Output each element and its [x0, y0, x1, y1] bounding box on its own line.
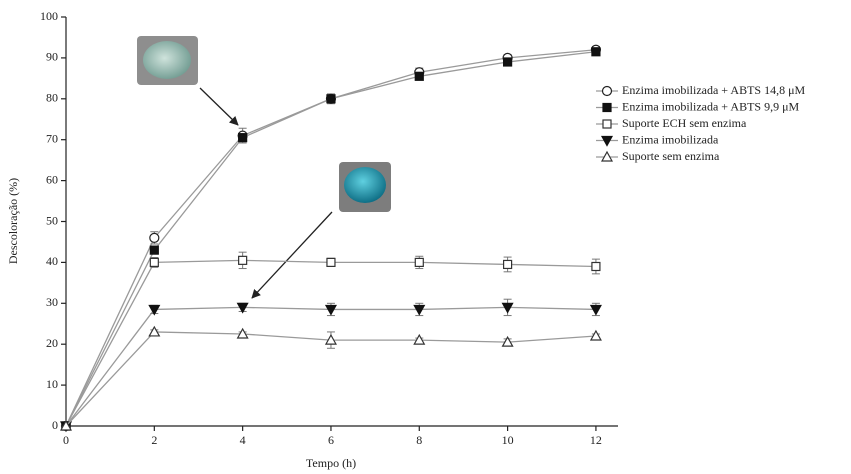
- x-tick-label: 8: [416, 433, 422, 447]
- arrow: [252, 212, 332, 298]
- series: [61, 327, 601, 430]
- y-tick-label: 10: [46, 377, 58, 391]
- x-tick-label: 2: [151, 433, 157, 447]
- marker: [603, 104, 611, 112]
- series-line: [66, 52, 596, 426]
- y-tick-label: 50: [46, 213, 58, 227]
- y-tick-label: 0: [52, 418, 58, 432]
- y-tick-label: 40: [46, 254, 58, 268]
- arrow: [200, 88, 238, 125]
- y-tick-label: 20: [46, 336, 58, 350]
- series-line: [66, 307, 596, 426]
- marker: [504, 260, 512, 268]
- series-line: [66, 50, 596, 426]
- marker: [239, 256, 247, 264]
- y-axis-label: Descoloração (%): [6, 178, 20, 264]
- y-tick-label: 70: [46, 131, 58, 145]
- y-tick-label: 100: [40, 9, 58, 23]
- marker: [150, 233, 159, 242]
- legend-label: Enzima imobilizada: [622, 132, 719, 146]
- y-tick-label: 90: [46, 50, 58, 64]
- legend-label: Suporte sem enzima: [622, 149, 720, 163]
- series: [61, 299, 601, 431]
- marker: [327, 258, 335, 266]
- chart: Tempo (h) Descoloração (%) 0102030405060…: [0, 0, 851, 474]
- legend-label: Enzima imobilizada + ABTS 14,8 μM: [622, 83, 806, 97]
- x-axis-label: Tempo (h): [306, 456, 356, 470]
- marker: [592, 262, 600, 270]
- marker: [415, 72, 423, 80]
- marker: [592, 48, 600, 56]
- marker: [239, 134, 247, 142]
- x-tick-label: 6: [328, 433, 334, 447]
- marker: [150, 246, 158, 254]
- marker: [415, 258, 423, 266]
- legend-label: Enzima imobilizada + ABTS 9,9 μM: [622, 99, 800, 113]
- legend: Enzima imobilizada + ABTS 14,8 μM Enzima …: [596, 83, 806, 163]
- x-tick-label: 10: [502, 433, 514, 447]
- marker: [150, 258, 158, 266]
- series: [62, 48, 600, 430]
- photo-1: [137, 36, 198, 85]
- x-tick-label: 4: [240, 433, 246, 447]
- y-tick-label: 80: [46, 91, 58, 105]
- photo-2: [339, 162, 391, 212]
- marker: [603, 120, 611, 128]
- marker: [504, 58, 512, 66]
- marker: [603, 87, 612, 96]
- y-tick-label: 60: [46, 172, 58, 186]
- legend-label: Suporte ECH sem enzima: [622, 116, 747, 130]
- marker: [591, 331, 601, 340]
- x-tick-label: 12: [590, 433, 602, 447]
- y-tick-label: 30: [46, 295, 58, 309]
- x-tick-label: 0: [63, 433, 69, 447]
- marker: [327, 95, 335, 103]
